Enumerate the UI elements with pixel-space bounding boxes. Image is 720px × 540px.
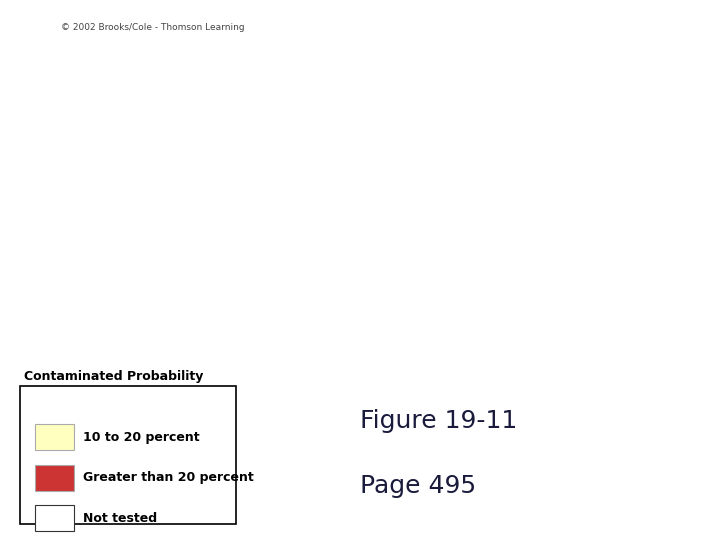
Bar (35, 465, 74, 491)
Text: Contaminated Probability: Contaminated Probability (24, 370, 203, 383)
Bar (35, 424, 74, 450)
Text: © 2002 Brooks/Cole - Thomson Learning: © 2002 Brooks/Cole - Thomson Learning (61, 23, 245, 32)
Bar (20, 386, 236, 524)
Text: 10 to 20 percent: 10 to 20 percent (83, 431, 199, 444)
Bar (35, 505, 74, 531)
Text: Not tested: Not tested (83, 512, 157, 525)
Text: Greater than 20 percent: Greater than 20 percent (83, 471, 253, 484)
Text: Figure 19-11: Figure 19-11 (360, 409, 517, 433)
Text: Page 495: Page 495 (360, 474, 476, 498)
